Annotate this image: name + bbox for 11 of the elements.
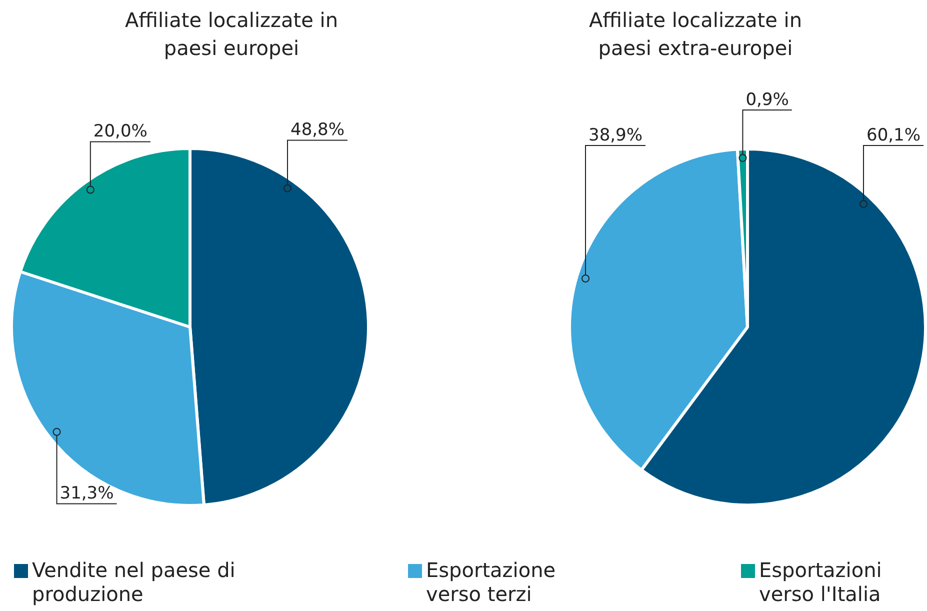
data-label: 48,8% [290,120,345,140]
data-label: 0,9% [746,90,789,110]
data-label: 31,3% [60,484,114,504]
chart-title: Affiliate localizzate in paesi extra-europei [588,7,804,62]
data-label: 38,9% [588,125,643,146]
data-label: 20,0% [93,122,148,142]
legend-label: Esportazione verso terzi [426,558,557,606]
chart-title: Affiliate localizzate in paesi europei [124,7,340,62]
data-label: 60,1% [866,125,921,146]
legend-label: Esportazioni verso l'Italia [759,558,883,606]
legend-label: Vendite nel paese di produzione [32,558,236,606]
